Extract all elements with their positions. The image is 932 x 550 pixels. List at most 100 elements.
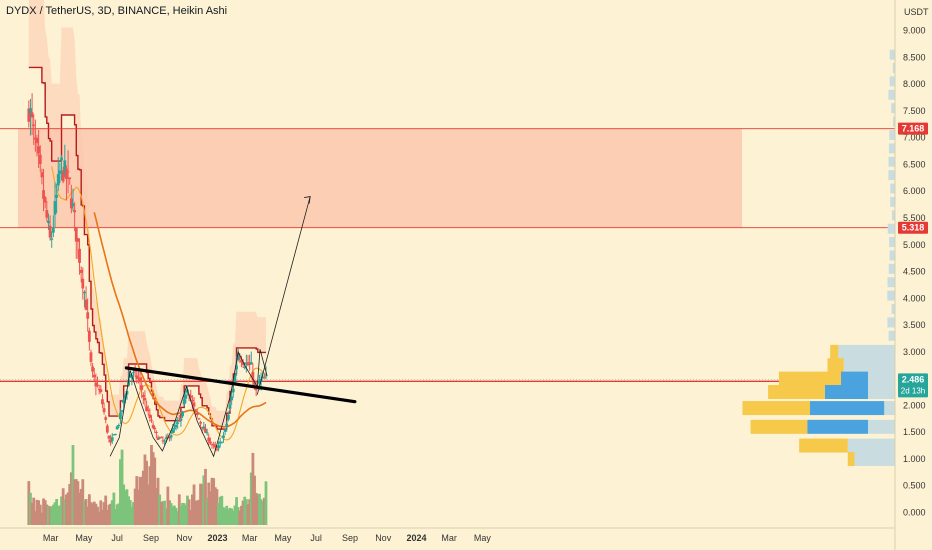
profile-row-light [892, 63, 895, 74]
price-axis[interactable]: USDT0.0000.5001.0001.5002.0002.5003.0003… [894, 0, 929, 550]
candle-body [71, 203, 75, 207]
candle-body [181, 411, 184, 417]
volume-bar [208, 491, 212, 525]
candle-body [208, 441, 212, 444]
candle-body [140, 385, 144, 390]
candle-body [37, 146, 41, 154]
profile-row-light [891, 210, 895, 221]
volume-bar [91, 503, 95, 525]
volume-bar [128, 500, 132, 525]
price-tick-label: 2.000 [903, 400, 926, 410]
candle-body [218, 441, 222, 444]
volume-bar [55, 498, 59, 525]
volume-bar [181, 502, 184, 525]
price-tick-label: 6.000 [903, 186, 926, 196]
time-axis[interactable]: Mar May Jul Sep Nov 2023 Mar May Jul Sep Nov 2024 Ma… [0, 527, 895, 543]
candle-body [145, 406, 148, 412]
volume-bar [110, 500, 114, 525]
volume-bar [199, 483, 202, 525]
candle-body [27, 108, 31, 122]
volume-bar [145, 460, 148, 525]
volume-bar [86, 506, 90, 525]
candle-body [73, 210, 77, 213]
candle-body [161, 440, 165, 442]
drawn-patterns[interactable] [109, 196, 357, 458]
candle-body [92, 374, 96, 378]
volume-bar [53, 502, 57, 525]
level-badge-middle: 5.318 [902, 223, 925, 233]
volume-bar [205, 497, 209, 525]
time-tick-label: Mar [242, 533, 258, 543]
time-tick-label: Jul [111, 533, 123, 543]
profile-row-light [884, 401, 895, 416]
volume-bar [56, 506, 60, 525]
candle-body [65, 168, 68, 179]
volume-bar [195, 500, 199, 525]
volume-bar [202, 475, 206, 525]
candle-body [230, 396, 234, 401]
candle-body [53, 201, 57, 215]
candle-body [246, 362, 250, 366]
projection-arrow[interactable] [256, 196, 311, 395]
time-tick-label: Sep [143, 533, 159, 543]
candle-body [141, 394, 145, 398]
level-badge-upper-bg [898, 122, 928, 135]
profile-row-blue [841, 371, 868, 386]
volume-bar [235, 497, 238, 525]
volume-bar [114, 509, 117, 525]
candle-body [202, 426, 206, 429]
candle-body [171, 429, 175, 433]
candle-body [29, 108, 32, 115]
volume-bar [78, 492, 81, 525]
candle-body [42, 190, 45, 199]
volume-bar [168, 500, 171, 525]
time-tick-label: Nov [176, 533, 193, 543]
volume-bar [120, 449, 124, 525]
volume-bar [76, 481, 80, 525]
candle-body [30, 112, 34, 118]
volume-bar [187, 499, 191, 525]
candle-body [150, 419, 153, 421]
candle-body [79, 269, 83, 273]
volume-bar [32, 497, 36, 525]
candle-body [233, 374, 237, 383]
price-tick-label: 7.000 [903, 133, 926, 143]
candle-body [43, 197, 47, 203]
candle-body [190, 399, 194, 402]
volume-bar [105, 509, 109, 525]
candle-body [261, 376, 265, 378]
volume-bar [104, 495, 108, 525]
profile-row-light [892, 116, 895, 127]
candle-body [99, 389, 103, 393]
candle-body [94, 382, 98, 387]
volume-bar [215, 489, 219, 525]
candle-body [153, 427, 157, 430]
candle-body [179, 418, 183, 421]
candle-body [84, 299, 88, 310]
candle-body [47, 220, 50, 224]
candle-body [156, 437, 160, 441]
chart-title: DYDX / TetherUS, 3D, BINANCE, Heikin Ash… [6, 5, 228, 17]
volume-bars [27, 445, 268, 525]
candle-body [262, 377, 266, 379]
profile-row-light [887, 290, 895, 301]
candle-body [33, 137, 37, 140]
neckline-trendline[interactable] [124, 366, 357, 404]
candle-body [248, 363, 252, 365]
candle-body [60, 157, 63, 161]
candle-body [76, 238, 80, 242]
candle-body [225, 423, 229, 428]
volume-bar [47, 505, 50, 525]
candle-body [55, 194, 59, 198]
profile-row-light [891, 304, 895, 315]
pattern-zigzag[interactable] [109, 349, 268, 458]
profile-row-blue [824, 385, 868, 400]
candle-body [78, 248, 81, 263]
candle-body [159, 437, 163, 439]
supply-zone-box[interactable] [18, 128, 742, 228]
horizontal-levels[interactable] [0, 128, 895, 383]
candle-body [228, 404, 232, 409]
profile-row-light [854, 451, 895, 466]
profile-row-light [868, 419, 895, 434]
